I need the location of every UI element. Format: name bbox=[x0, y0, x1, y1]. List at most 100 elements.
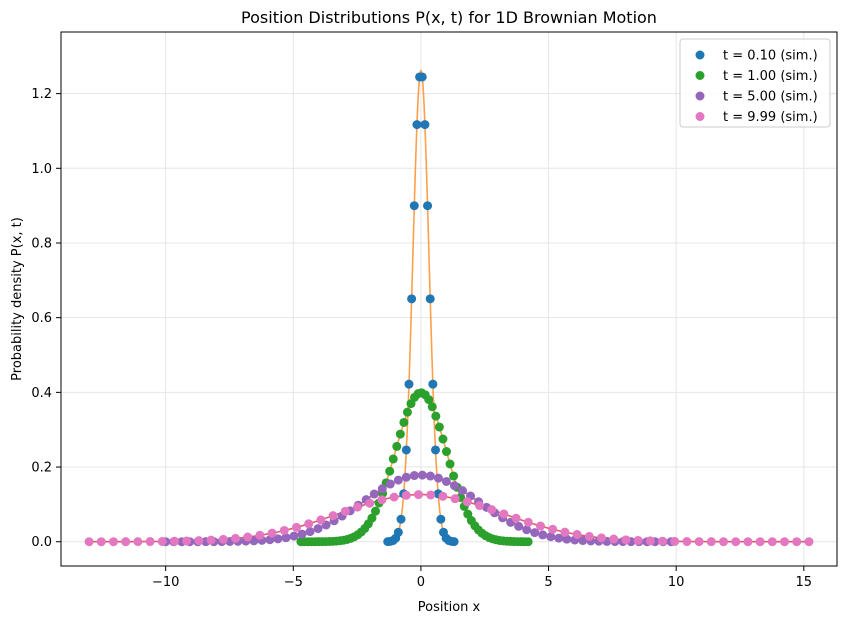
data-point bbox=[436, 514, 446, 524]
x-tick-label: 5 bbox=[544, 575, 552, 590]
data-point bbox=[522, 525, 532, 535]
data-point bbox=[449, 537, 459, 547]
data-point bbox=[392, 441, 402, 451]
data-point bbox=[475, 501, 484, 511]
data-point bbox=[645, 536, 655, 546]
data-point bbox=[108, 537, 118, 547]
data-point bbox=[313, 524, 323, 534]
y-axis-ticks: 0.0 0.2 0.4 0.6 0.8 1.0 1.2 bbox=[31, 87, 61, 550]
data-point bbox=[291, 522, 301, 532]
data-point bbox=[267, 528, 277, 538]
data-point bbox=[572, 529, 582, 539]
data-point bbox=[548, 524, 558, 534]
data-point bbox=[424, 395, 434, 405]
legend-marker bbox=[695, 112, 705, 121]
data-point bbox=[401, 490, 411, 500]
data-point bbox=[462, 497, 472, 507]
data-point bbox=[445, 459, 455, 469]
y-tick-label: 0.6 bbox=[31, 311, 52, 326]
data-point bbox=[194, 536, 204, 546]
data-point bbox=[385, 466, 395, 476]
data-point bbox=[584, 531, 594, 541]
legend-label: t = 5.00 (sim.) bbox=[723, 90, 818, 105]
data-point bbox=[804, 537, 814, 547]
data-point bbox=[450, 494, 460, 504]
data-point bbox=[731, 537, 741, 547]
x-tick-label: 0 bbox=[417, 575, 425, 590]
data-point bbox=[414, 490, 423, 500]
data-point bbox=[230, 533, 240, 543]
data-point bbox=[279, 525, 289, 535]
data-point bbox=[340, 506, 350, 516]
data-point bbox=[402, 407, 412, 417]
data-point bbox=[145, 537, 155, 547]
x-tick-label: −5 bbox=[284, 575, 303, 590]
data-point bbox=[407, 294, 417, 304]
data-point bbox=[377, 484, 387, 494]
data-point bbox=[121, 537, 131, 547]
grid bbox=[61, 32, 837, 566]
data-point bbox=[401, 472, 411, 482]
y-tick-label: 1.0 bbox=[31, 162, 52, 177]
data-point bbox=[297, 529, 307, 539]
data-point bbox=[426, 490, 436, 500]
data-point bbox=[369, 489, 379, 499]
data-point bbox=[511, 513, 521, 523]
legend-label: t = 1.00 (sim.) bbox=[723, 69, 818, 84]
data-point bbox=[523, 517, 533, 527]
data-point bbox=[441, 476, 451, 486]
data-point bbox=[530, 528, 540, 538]
data-point bbox=[425, 471, 435, 481]
data-point bbox=[157, 536, 167, 546]
y-tick-label: 0.4 bbox=[31, 386, 52, 401]
data-point bbox=[499, 509, 509, 519]
data-point bbox=[370, 506, 380, 516]
data-point bbox=[273, 534, 283, 544]
legend-label: t = 0.10 (sim.) bbox=[723, 49, 818, 64]
x-tick-label: 15 bbox=[796, 575, 813, 590]
data-point bbox=[169, 536, 179, 546]
data-point bbox=[427, 402, 437, 412]
data-point bbox=[243, 532, 253, 542]
data-point bbox=[304, 519, 314, 529]
data-point bbox=[449, 481, 459, 491]
data-point bbox=[578, 536, 588, 546]
data-point bbox=[755, 537, 765, 547]
data-point bbox=[658, 536, 668, 546]
data-point bbox=[401, 445, 411, 455]
data-point bbox=[434, 422, 444, 432]
x-axis-ticks: −10 −5 0 5 10 15 bbox=[152, 566, 812, 590]
data-point bbox=[438, 491, 448, 501]
data-point bbox=[404, 379, 414, 389]
data-point bbox=[767, 537, 777, 547]
plot-frame bbox=[60, 31, 838, 567]
legend-box bbox=[679, 38, 831, 128]
legend-marker bbox=[695, 71, 705, 80]
data-point bbox=[719, 537, 729, 547]
legend-marker bbox=[695, 50, 705, 60]
data-point bbox=[431, 445, 441, 455]
data-point bbox=[396, 514, 406, 524]
data-points bbox=[84, 72, 814, 547]
data-point bbox=[218, 534, 228, 544]
legend-marker bbox=[695, 91, 705, 101]
data-point bbox=[562, 534, 572, 544]
data-point bbox=[743, 537, 753, 547]
data-point bbox=[316, 515, 326, 525]
data-point bbox=[431, 411, 441, 421]
data-point bbox=[621, 535, 631, 545]
data-point bbox=[706, 537, 716, 547]
data-point bbox=[281, 533, 291, 543]
data-point bbox=[399, 417, 409, 427]
data-point bbox=[546, 532, 556, 542]
data-point bbox=[780, 537, 790, 547]
data-point bbox=[409, 201, 419, 211]
x-tick-label: −10 bbox=[152, 575, 179, 590]
data-point bbox=[425, 294, 435, 304]
data-point bbox=[84, 537, 94, 547]
data-point bbox=[560, 527, 570, 537]
data-point bbox=[449, 471, 459, 481]
data-point bbox=[792, 537, 802, 547]
legend: t = 0.10 (sim.) t = 1.00 (sim.) t = 5.00 (… bbox=[679, 38, 831, 128]
